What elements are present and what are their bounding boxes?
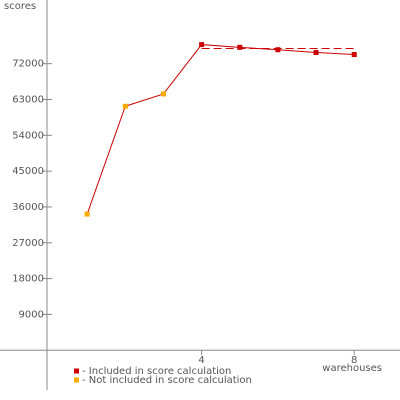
x-tick-label: 4 (198, 355, 204, 366)
legend-label: - Not included in score calculation (82, 375, 252, 386)
x-tick-label: 8 (351, 355, 357, 366)
y-tick-label: 27000 (12, 238, 44, 249)
data-point (351, 52, 357, 58)
legend-swatch (74, 377, 79, 383)
y-tick-label: 54000 (12, 130, 44, 141)
legend-swatch (74, 368, 79, 374)
data-point (160, 91, 166, 97)
legend-label: - Included in score calculation (82, 366, 231, 377)
y-tick-label: 9000 (19, 309, 44, 320)
data-point (275, 47, 281, 53)
y-tick-label: 18000 (12, 274, 44, 285)
data-point (84, 211, 90, 217)
data-point (199, 42, 205, 48)
data-point (313, 50, 319, 56)
score-line (86, 44, 355, 215)
y-tick-label: 63000 (12, 94, 44, 105)
data-point (237, 44, 243, 50)
y-tick-label: 72000 (12, 59, 44, 70)
y-axis-label: scores (4, 1, 36, 12)
y-tick-label: 36000 (12, 202, 44, 213)
x-axis-label: warehouses (322, 363, 382, 374)
y-tick-label: 45000 (12, 166, 44, 177)
data-point (122, 103, 128, 109)
